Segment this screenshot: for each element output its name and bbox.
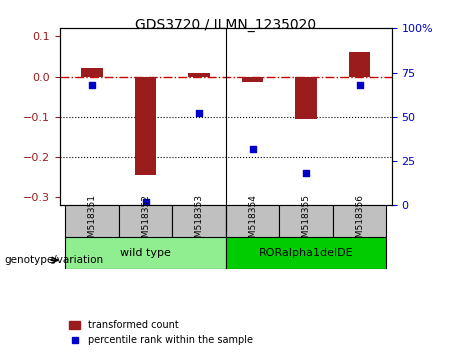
Text: RORalpha1delDE: RORalpha1delDE [259,248,354,258]
Text: GDS3720 / ILMN_1235020: GDS3720 / ILMN_1235020 [136,18,316,32]
Point [249,146,256,152]
FancyBboxPatch shape [172,205,226,237]
Text: wild type: wild type [120,248,171,258]
Point [142,199,149,205]
Text: GSM518352: GSM518352 [141,194,150,249]
FancyBboxPatch shape [279,205,333,237]
Point [302,171,310,176]
Text: genotype/variation: genotype/variation [5,255,104,265]
Text: GSM518355: GSM518355 [301,194,311,249]
Bar [242,76,263,82]
FancyBboxPatch shape [226,237,386,269]
FancyBboxPatch shape [119,205,172,237]
Text: GSM518356: GSM518356 [355,194,364,249]
Point [195,110,203,116]
Bar [296,76,317,119]
FancyBboxPatch shape [65,237,226,269]
Bar [349,52,371,76]
Bar [135,76,156,175]
FancyBboxPatch shape [333,205,386,237]
Bar [81,68,103,76]
Point [356,82,363,88]
Text: GSM518351: GSM518351 [88,194,96,249]
Text: GSM518354: GSM518354 [248,194,257,249]
Point [89,82,96,88]
Legend: transformed count, percentile rank within the sample: transformed count, percentile rank withi… [65,316,257,349]
FancyBboxPatch shape [65,205,119,237]
FancyBboxPatch shape [226,205,279,237]
Bar [189,73,210,76]
Text: GSM518353: GSM518353 [195,194,204,249]
